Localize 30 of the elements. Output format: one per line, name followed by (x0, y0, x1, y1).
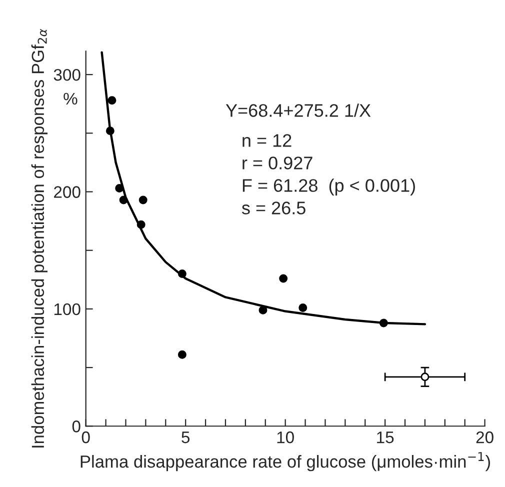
point (119, 196, 128, 204)
point (108, 96, 116, 105)
x-tick-label: 0 (82, 431, 90, 444)
x-tick-label: 10 (277, 431, 294, 444)
point (138, 196, 148, 204)
point (178, 350, 186, 359)
point (178, 270, 186, 278)
point (298, 304, 308, 312)
x-tick-label: 15 (377, 432, 394, 444)
point (420, 372, 430, 382)
x-axis-title: Plama disappearance rate of glucose (μmoles·min$^{−1}$) (80, 452, 490, 472)
point (136, 220, 146, 229)
point (106, 126, 114, 136)
point (279, 274, 288, 283)
annotation: F = 61.28 (p < 0.001) (242, 178, 415, 196)
y-tick-label: 300 (54, 68, 80, 81)
point (115, 184, 124, 192)
y-axis-title: Indomethacin-induced potentiation of responses PGf$_{2α}$ (31, 28, 48, 448)
x-tick-label: 5 (182, 432, 190, 444)
annotation: r = 0.927 (242, 156, 312, 170)
y-tick-label: 0 (72, 420, 80, 432)
point (379, 318, 388, 328)
y-tick-label: 200 (54, 186, 80, 198)
y-tick-label: 100 (54, 303, 80, 316)
x-tick-label: 20 (476, 431, 494, 444)
annotation: s = 26.5 (242, 202, 306, 214)
annotation: n = 12 (242, 134, 292, 147)
text: % (64, 92, 78, 105)
point (258, 306, 268, 314)
annotation: Y=68.4+275.2 1/X (226, 104, 371, 117)
